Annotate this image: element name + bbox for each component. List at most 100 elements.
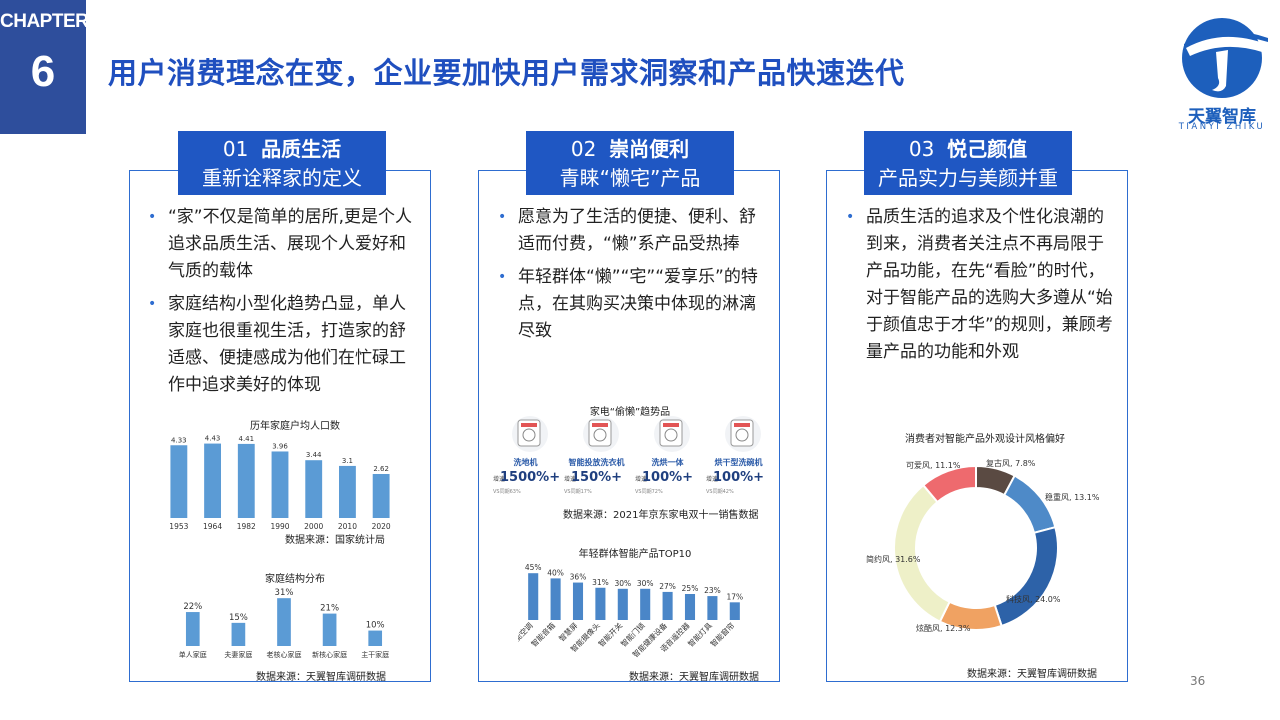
category-label: 智能音箱 <box>529 620 558 649</box>
comparison-note: VS同期42% <box>706 489 734 495</box>
bar <box>271 451 289 518</box>
chart-source: 数据来源：天翼智库调研数据 <box>629 672 759 683</box>
growth-caption: 增速 <box>635 476 648 483</box>
panel-subtitle: 青睐“懒宅”产品 <box>559 166 701 190</box>
data-label: 25% <box>682 584 699 593</box>
donut-slice <box>893 483 951 623</box>
data-label: 31% <box>275 588 294 598</box>
slice-label: 科技风, 24.0% <box>1006 594 1061 604</box>
data-label: 15% <box>229 613 248 623</box>
comparison-note: VS同期63% <box>493 489 521 495</box>
data-label: 4.33 <box>171 436 187 444</box>
bullet-item: “家”不仅是简单的居所,更是个人追求品质生活、展现个人爱好和气质的载体 <box>144 204 420 285</box>
appliance-item: 智能投放洗衣机 增速 150%+ VS同期17% <box>561 410 632 498</box>
category-label: 单人家庭 <box>179 650 207 659</box>
chapter-badge: CHAPTER 6 <box>0 0 89 134</box>
bar <box>185 612 200 646</box>
category-label: 1964 <box>203 522 222 530</box>
chapter-label: CHAPTER <box>0 11 89 32</box>
category-label: 1990 <box>270 522 289 530</box>
slice-label: 简约风, 31.6% <box>866 554 921 564</box>
household-size-chart: 4.33 1953 4.43 1964 4.41 1982 3.96 1990 3.44 2000… <box>169 435 391 530</box>
appliance-icon <box>725 416 761 452</box>
chart-source: 数据来源：天翼智库调研数据 <box>256 672 386 683</box>
bullet-item: 家庭结构小型化趋势凸显，单人家庭也很重视生活，打造家的舒适感、便捷感成为他们在忙… <box>144 291 420 399</box>
bullet-item: 品质生活的追求及个性化浪潮的到来，消费者关注点不再局限于产品功能，在先“看脸”的… <box>842 204 1118 366</box>
data-label: 3.96 <box>272 442 288 450</box>
category-label: 2000 <box>304 522 323 530</box>
category-label: 老核心家庭 <box>267 650 302 659</box>
data-label: 3.44 <box>306 451 322 459</box>
growth-caption: 增速 <box>564 476 577 483</box>
data-label: 30% <box>614 579 631 588</box>
bar <box>204 443 221 518</box>
data-label: 31% <box>592 578 609 587</box>
data-label: 23% <box>704 586 721 595</box>
chart-title: 年轻群体智能产品TOP10 <box>578 549 692 560</box>
bar <box>729 602 740 620</box>
category-label: 夫妻家庭 <box>224 650 252 659</box>
appliance-name: 烘干型洗碗机 <box>714 458 763 467</box>
category-label: 2010 <box>338 522 357 530</box>
category-label: 1953 <box>169 522 188 530</box>
category-label: 智能窗帘 <box>708 620 736 648</box>
logo-sub: TIANYI ZHIKU <box>1178 122 1266 132</box>
appliance-icon <box>654 416 690 452</box>
slice-label: 稳重风, 13.1% <box>1045 492 1100 502</box>
appliance-name: 洗烘一体 <box>651 458 684 467</box>
data-label: 40% <box>547 568 564 577</box>
category-label: 1982 <box>237 522 256 530</box>
logo-mark-icon <box>1182 18 1268 98</box>
bar <box>617 588 628 620</box>
bullet-list-3: 品质生活的追求及个性化浪潮的到来，消费者关注点不再局限于产品功能，在先“看脸”的… <box>842 204 1118 372</box>
data-label: 45% <box>525 563 542 572</box>
chart-title: 消费者对智能产品外观设计风格偏好 <box>905 434 1065 445</box>
page-number: 36 <box>1190 674 1206 688</box>
panel-num: 02 <box>570 137 597 161</box>
bullet-list-1: “家”不仅是简单的居所,更是个人追求品质生活、展现个人爱好和气质的载体 家庭结构… <box>144 204 420 405</box>
bar <box>339 465 356 518</box>
comparison-note: VS同期72% <box>635 489 663 495</box>
chart-title: 家庭结构分布 <box>265 574 325 585</box>
appliance-name: 洗地机 <box>513 458 538 467</box>
panel-subtitle: 产品实力与美颜并重 <box>878 166 1058 190</box>
data-label: 36% <box>570 573 587 582</box>
bar <box>368 630 383 646</box>
donut-slice <box>921 464 977 504</box>
slice-label: 可爱风, 11.1% <box>906 461 961 470</box>
data-label: 27% <box>659 582 676 591</box>
panel-header-2: 02 崇尚便利 青睐“懒宅”产品 <box>526 131 734 195</box>
appliance-icon <box>583 416 619 452</box>
bar <box>662 591 673 620</box>
bar <box>550 578 561 620</box>
category-label: 新核心家庭 <box>312 650 347 659</box>
comparison-note: VS同期17% <box>564 489 592 495</box>
appliance-icon <box>512 416 548 452</box>
data-label: 3.1 <box>342 457 353 465</box>
data-label: 21% <box>320 604 339 614</box>
family-structure-chart: 22% 单人家庭 15% 夫妻家庭 31% 老核心家庭 21% 新核心家庭 10% 主干家庭 <box>179 588 389 659</box>
slice-label: 复古风, 7.8% <box>986 458 1036 468</box>
bullet-item: 愿意为了生活的便捷、便利、舒适而付费，“懒”系产品受热捧 <box>494 204 770 258</box>
panel-header-1: 01 品质生活 重新诠释家的定义 <box>178 131 386 195</box>
bullet-list-2: 愿意为了生活的便捷、便利、舒适而付费，“懒”系产品受热捧 年轻群体“懒”“宅”“… <box>494 204 770 351</box>
data-label: 10% <box>366 621 385 631</box>
bar <box>707 596 718 620</box>
data-label: 4.41 <box>238 435 254 443</box>
appliance-item: 烘干型洗碗机 增速 100%+ VS同期42% <box>703 410 774 498</box>
logo: 天翼智库 TIANYI ZHIKU <box>1172 14 1272 132</box>
bar <box>372 473 390 518</box>
logo-brand: 天翼智库 <box>1188 107 1256 127</box>
bar <box>170 445 188 518</box>
appliance-name: 智能投放洗衣机 <box>568 458 625 467</box>
growth-caption: 增速 <box>493 476 506 483</box>
donut-slice <box>1002 474 1057 535</box>
appliance-item: 洗烘一体增速 100%+ VS同期72% <box>632 410 703 498</box>
page-title: 用户消费理念在变，企业要加快用户需求洞察和产品快速迭代 <box>108 56 905 90</box>
chart-title: 历年家庭户均人口数 <box>250 421 340 432</box>
bar <box>305 460 323 518</box>
bar <box>528 573 539 620</box>
panel-name: 品质生活 <box>261 137 342 161</box>
growth-value: 100%+ <box>642 470 694 485</box>
category-label: 2020 <box>372 522 391 530</box>
